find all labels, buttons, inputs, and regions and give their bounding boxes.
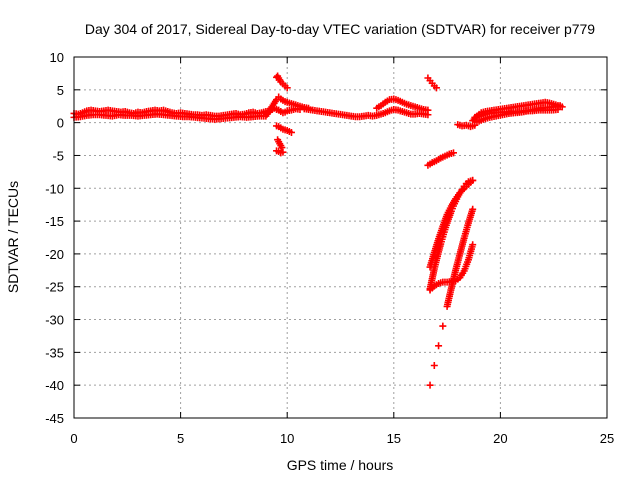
data-point xyxy=(449,149,457,157)
x-tick-label: 5 xyxy=(177,431,184,446)
y-tick-label: -40 xyxy=(45,378,64,393)
x-tick-label: 10 xyxy=(280,431,294,446)
data-point xyxy=(426,381,434,389)
data-point xyxy=(432,84,440,92)
y-tick-label: -15 xyxy=(45,214,64,229)
data-point xyxy=(469,241,477,249)
data-point xyxy=(424,106,432,114)
data-point xyxy=(278,144,286,152)
y-tick-label: -45 xyxy=(45,411,64,426)
data-point xyxy=(469,205,477,213)
y-tick-label: -10 xyxy=(45,181,64,196)
x-axis-title: GPS time / hours xyxy=(287,457,394,473)
axis-ticks: 0 5 10 15 20 25 10 5 0 -5 -10 -15 -20 -25 -30 -35 -40 -45 xyxy=(45,50,614,446)
y-tick-label: -25 xyxy=(45,280,64,295)
y-tick-label: -20 xyxy=(45,247,64,262)
data-point xyxy=(469,176,477,184)
data-point xyxy=(279,148,287,156)
plot-frame xyxy=(73,56,608,419)
x-tick-label: 0 xyxy=(70,431,77,446)
y-tick-label: -35 xyxy=(45,345,64,360)
data-point xyxy=(287,128,295,136)
x-tick-label: 20 xyxy=(493,431,507,446)
y-tick-label: 0 xyxy=(57,116,64,131)
y-tick-label: 10 xyxy=(50,50,64,65)
y-axis-title: SDTVAR / TECUs xyxy=(5,181,21,293)
grid xyxy=(74,57,607,418)
y-tick-label: -5 xyxy=(52,148,64,163)
data-point xyxy=(439,322,447,330)
x-tick-label: 25 xyxy=(600,431,614,446)
data-point xyxy=(430,361,438,369)
y-tick-label: 5 xyxy=(57,83,64,98)
data-points xyxy=(70,72,566,389)
data-point xyxy=(283,84,291,92)
chart-title: Day 304 of 2017, Sidereal Day-to-day VTE… xyxy=(85,21,595,37)
data-point xyxy=(435,342,443,350)
data-point xyxy=(556,102,564,110)
x-tick-label: 15 xyxy=(387,431,401,446)
y-tick-label: -30 xyxy=(45,313,64,328)
